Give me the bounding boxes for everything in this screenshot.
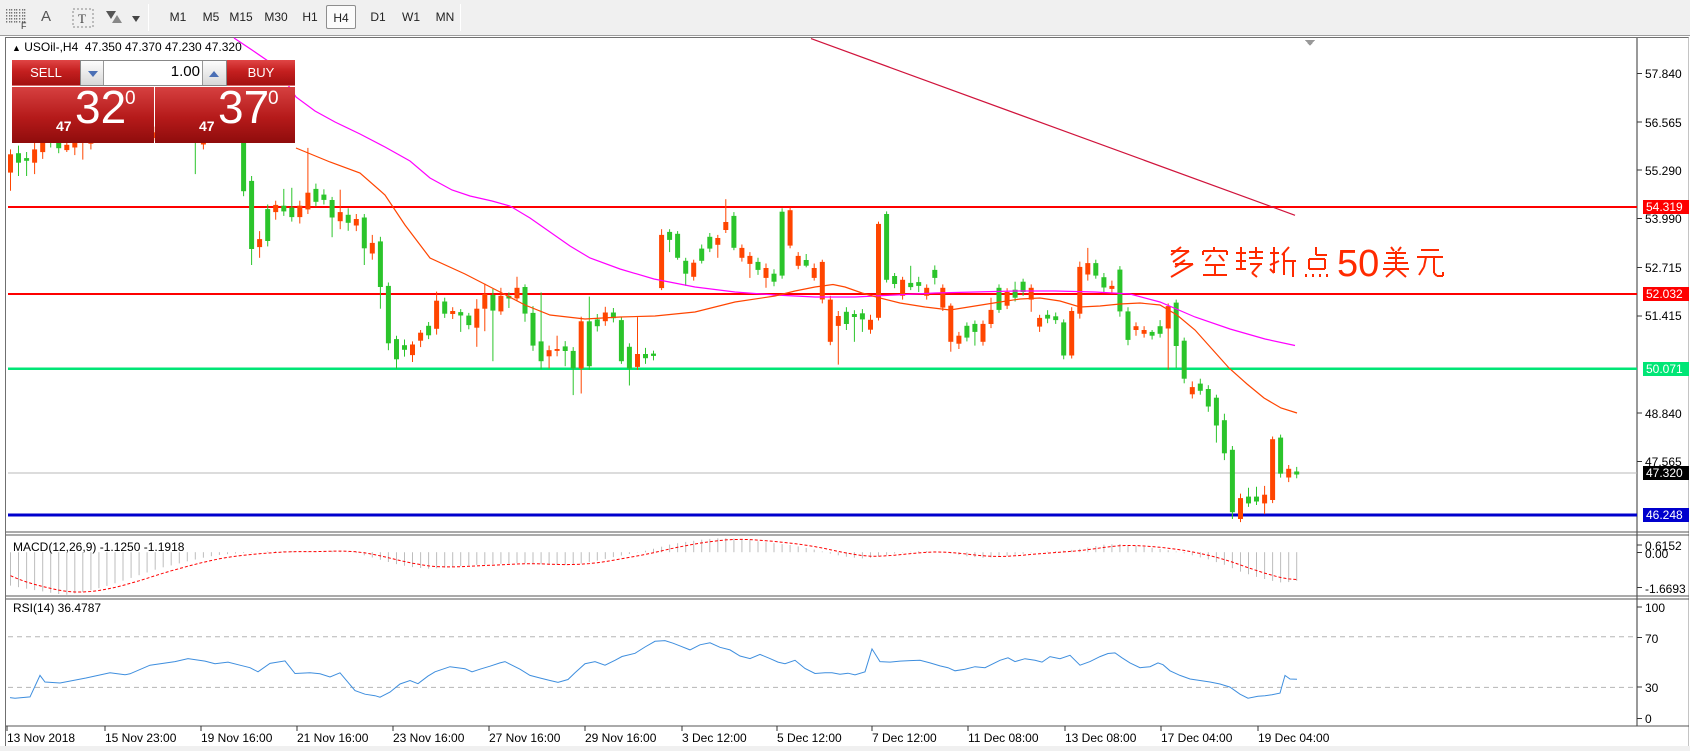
- svg-text:T: T: [78, 11, 86, 26]
- svg-text:50: 50: [1337, 243, 1379, 285]
- svg-text:F: F: [21, 21, 27, 31]
